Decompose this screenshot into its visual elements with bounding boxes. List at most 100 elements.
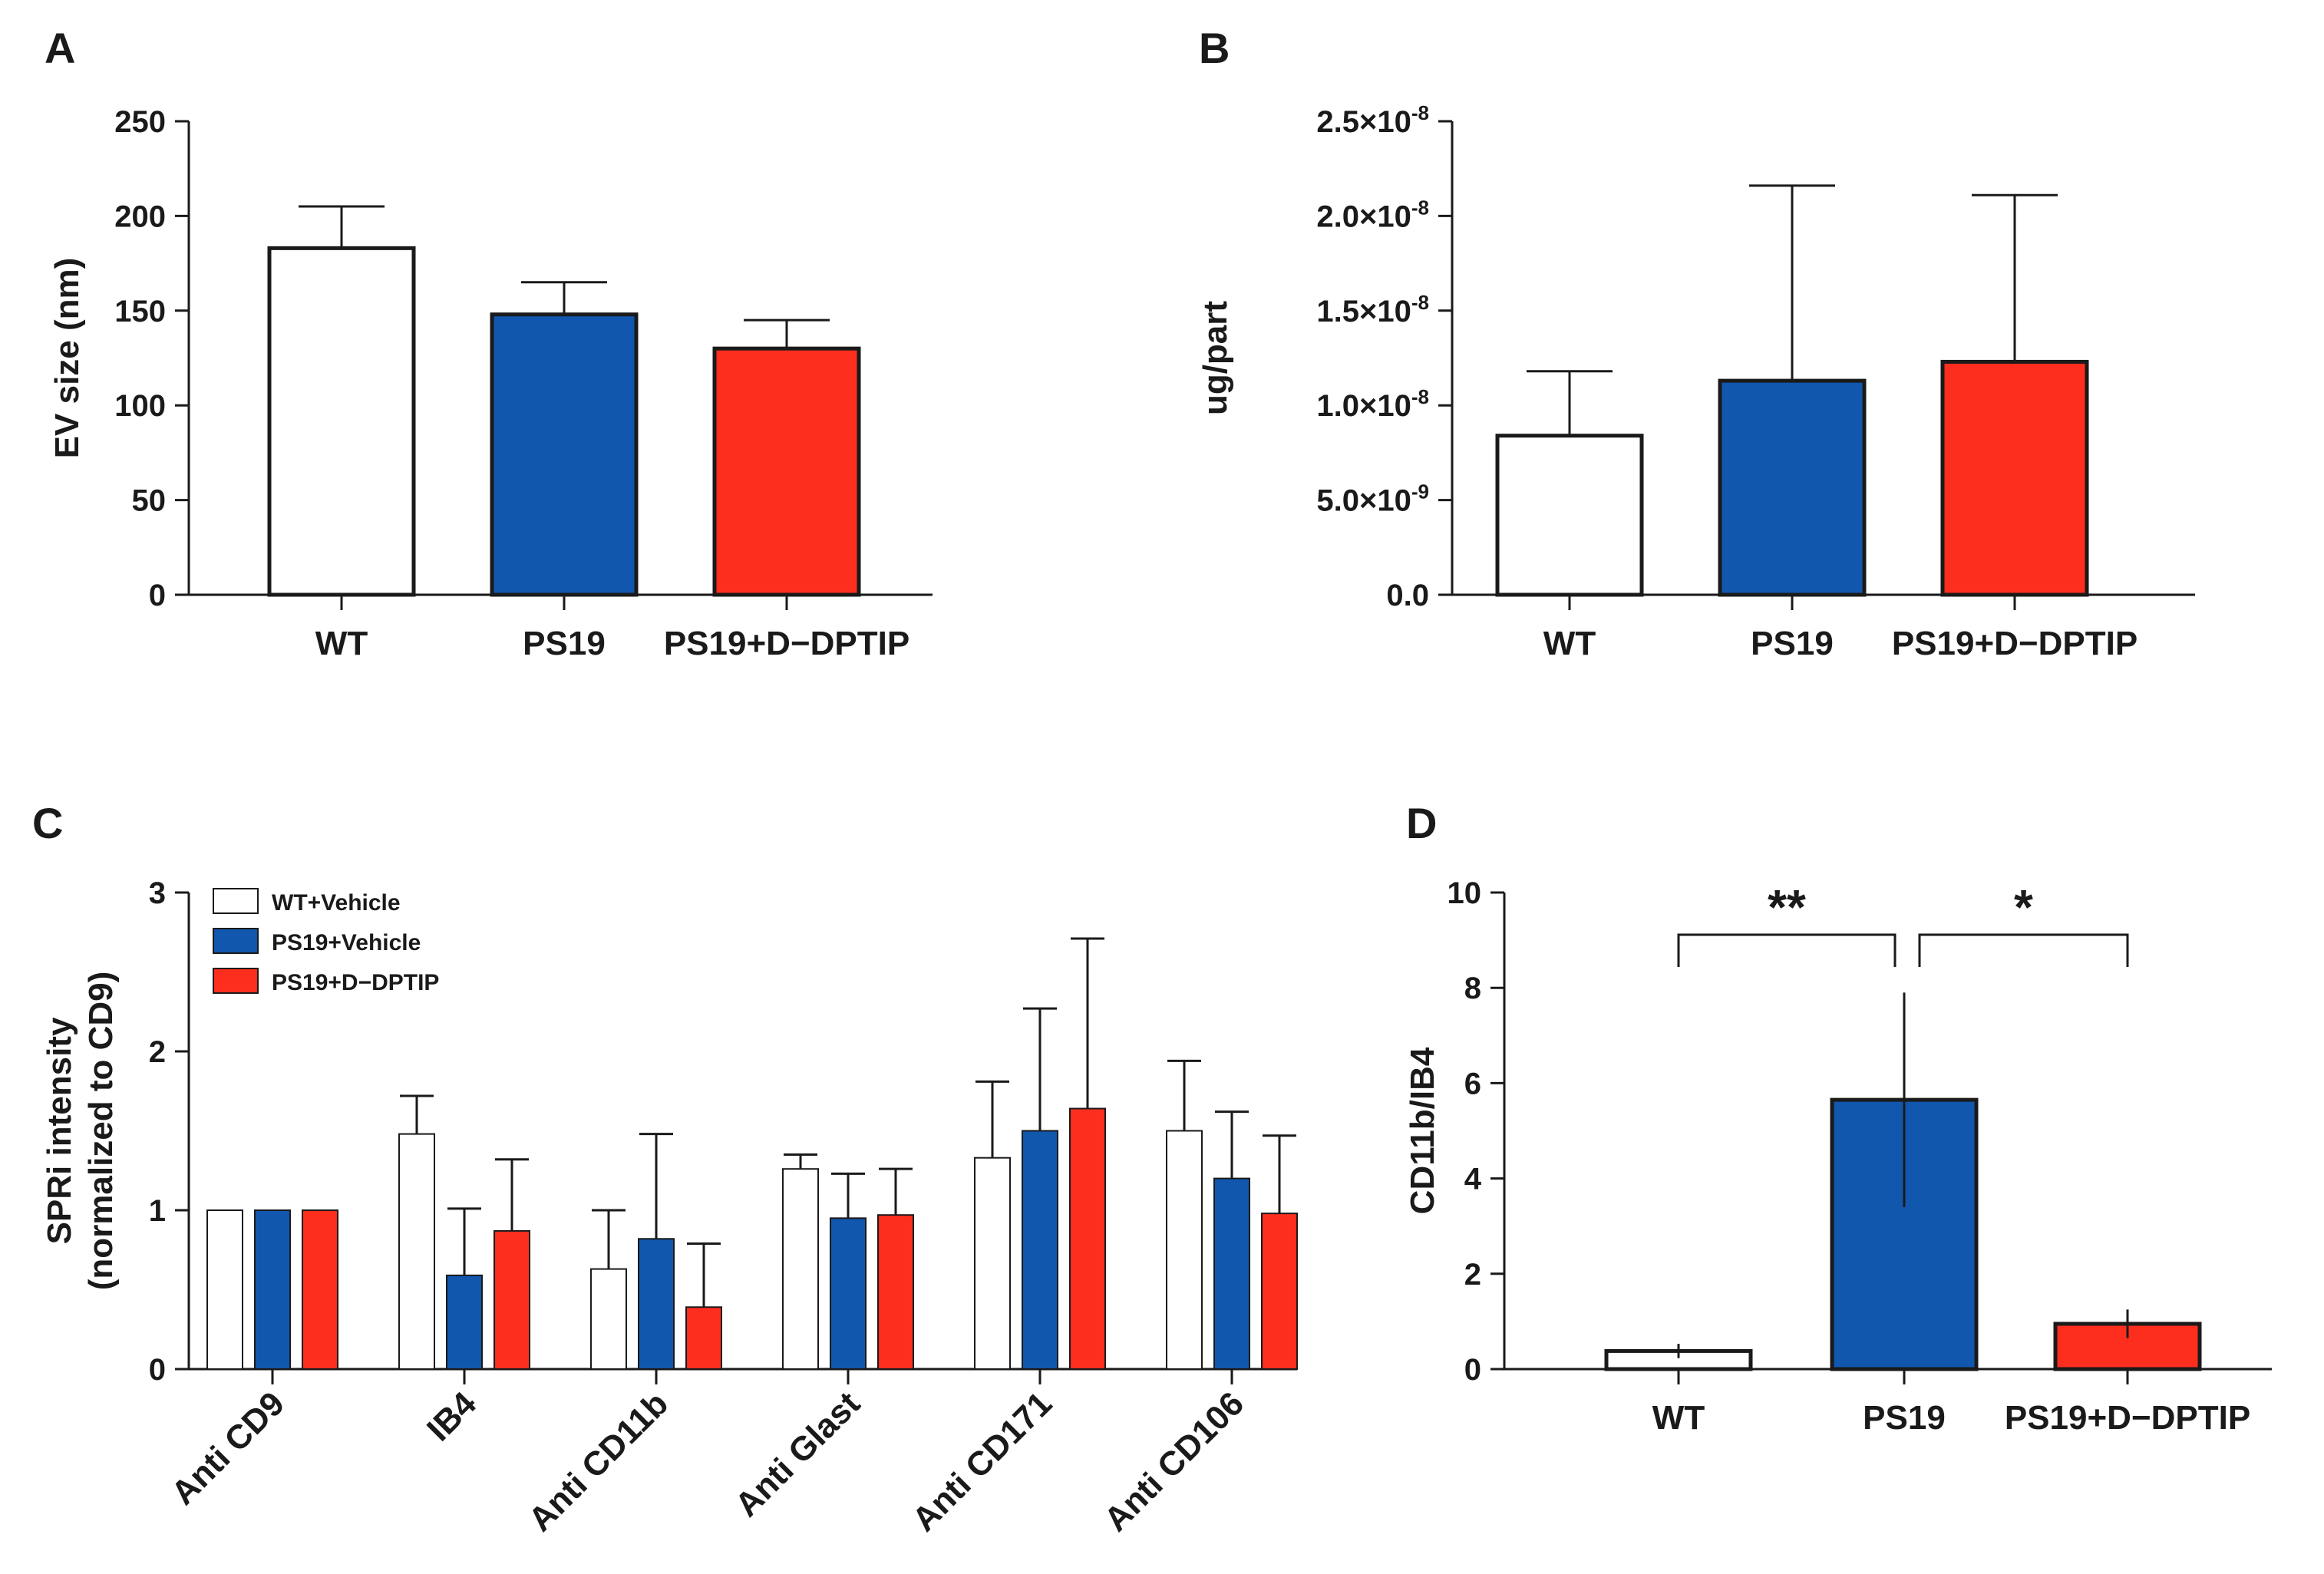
chart-c-error-bar-ps19-5 (1023, 1007, 1057, 1131)
chart-b-ytick-exponent: -8 (1411, 385, 1429, 408)
chart-a-error-bar-3 (744, 318, 830, 349)
chart-b-y-title: ug/part (1197, 301, 1234, 415)
chart-d-bracket-line (1918, 933, 2129, 967)
chart-b-ytick-exponent: -8 (1411, 291, 1429, 314)
chart-a-category-label: PS19+D−DPTIP (664, 625, 909, 662)
chart-b-ytick-label: 5.0×10-9 (1316, 480, 1429, 518)
chart-a-bar-1 (267, 246, 416, 597)
chart-c-category-label: Anti CD11b (521, 1384, 675, 1539)
chart-b-ytick-mantissa: 1.0×10 (1316, 389, 1411, 423)
chart-a-ytick-label: 250 (114, 105, 166, 139)
chart-c-category-label: IB4 (420, 1384, 484, 1448)
chart-b-category-label: WT (1543, 625, 1596, 662)
chart-c-bar-dptip-4 (877, 1214, 914, 1370)
chart-c-bar-dptip-3 (685, 1306, 722, 1371)
chart-b-ytick-label: 1.5×10-8 (1316, 291, 1429, 328)
panel-letter-c: C (32, 799, 63, 847)
chart-c-category-label: Anti CD171 (905, 1384, 1059, 1539)
chart-a-error-bar-2 (521, 281, 607, 315)
chart-c-bar-dptip-6 (1261, 1213, 1298, 1371)
chart-d-category-label: PS19 (1863, 1399, 1946, 1437)
chart-b-ytick-label: 2.0×10-8 (1316, 196, 1429, 233)
chart-a-ytick-label: 200 (114, 200, 166, 233)
chart-c-error-bar-dptip-4 (879, 1167, 913, 1216)
chart-b-bar-2 (1718, 378, 1867, 597)
chart-b-ytick-label: 2.5×10-8 (1316, 101, 1429, 139)
chart-c-bar-ps19-6 (1213, 1177, 1250, 1370)
chart-c-legend: WT+Vehicle PS19+Vehicle PS19+D−DPTIP (213, 888, 439, 995)
chart-b-error-bar-1 (1527, 370, 1613, 436)
chart-d-y-title: CD11b/IB4 (1404, 1047, 1441, 1214)
chart-c-bar-dptip-2 (494, 1229, 530, 1371)
chart-c-ytick-label: 0 (149, 1353, 166, 1387)
chart-a-ytick-label: 100 (114, 389, 166, 423)
chart-c-legend-swatch-ps19 (213, 928, 259, 954)
chart-c-bar-ps19-5 (1022, 1130, 1058, 1370)
chart-c-error-bar-dptip-6 (1263, 1134, 1296, 1214)
chart-a-category-label: PS19 (523, 625, 606, 662)
chart-b-ytick-mantissa: 1.5×10 (1316, 295, 1411, 328)
chart-c-y-title-2: (normalized to CD9) (82, 972, 120, 1291)
chart-b-bar-3 (1940, 359, 2089, 597)
chart-b-bar-1 (1495, 434, 1644, 597)
chart-c-legend-label: PS19+Vehicle (272, 930, 421, 955)
chart-b-ytick-mantissa: 2.5×10 (1316, 105, 1411, 139)
chart-c-bar-wt-3 (590, 1268, 627, 1370)
chart-c-bar-ps19-1 (254, 1209, 291, 1370)
chart-c-ytick-label: 2 (149, 1035, 166, 1069)
chart-c-bar-wt-1 (206, 1209, 243, 1370)
chart-c-error-bar-ps19-2 (447, 1207, 481, 1275)
chart-c-bar-ps19-2 (446, 1274, 483, 1370)
chart-b-error-bar-2 (1749, 184, 1835, 381)
chart-d-significance-bracket-2 (1918, 933, 2129, 967)
chart-d-ytick-label: 6 (1464, 1067, 1481, 1100)
panel-letter-a: A (45, 24, 75, 72)
chart-d-category-label: WT (1652, 1399, 1705, 1437)
chart-c-error-bar-wt-2 (400, 1094, 434, 1134)
chart-b-category-label: PS19 (1751, 625, 1834, 662)
chart-c-bar-ps19-4 (830, 1217, 867, 1370)
chart-b-ytick-mantissa: 2.0×10 (1316, 200, 1411, 233)
chart-c-bar-dptip-5 (1069, 1107, 1106, 1371)
chart-c-ytick-label: 3 (149, 876, 166, 910)
chart-c-legend-label: PS19+D−DPTIP (272, 970, 439, 995)
chart-d-ytick-label: 8 (1464, 972, 1481, 1005)
chart-b-ytick-exponent: -9 (1411, 480, 1429, 503)
chart-c-legend-swatch-dptip (213, 968, 259, 994)
chart-d-bracket-line (1677, 933, 1897, 967)
chart-b-ytick-mantissa: 5.0×10 (1316, 484, 1411, 518)
chart-c-error-bar-wt-4 (784, 1153, 817, 1170)
chart-d-significance-bracket-1 (1677, 933, 1897, 967)
chart-c-category-label: Anti Glast (728, 1384, 867, 1524)
panel-letter-d: D (1406, 799, 1437, 847)
chart-b-ytick-exponent: -8 (1411, 101, 1429, 124)
chart-d-ytick-label: 2 (1464, 1258, 1481, 1292)
chart-a-ytick-label: 150 (114, 295, 166, 328)
chart-c-category-label: Anti CD106 (1097, 1384, 1251, 1539)
chart-c-error-bar-dptip-3 (687, 1242, 721, 1308)
chart-c-error-bar-ps19-4 (831, 1172, 865, 1219)
chart-c-category-label: Anti CD9 (164, 1384, 292, 1512)
chart-d-significance-label: ** (1768, 879, 1806, 935)
chart-c-y-title: SPRi intensity (41, 1017, 78, 1244)
chart-c-error-bar-wt-5 (975, 1080, 1009, 1158)
panel-letter-b: B (1199, 24, 1230, 72)
chart-a-category-label: WT (315, 625, 368, 662)
chart-b-ytick-exponent: -8 (1411, 196, 1429, 219)
chart-a-bar-2 (490, 312, 639, 597)
chart-a-bar-3 (712, 346, 861, 597)
chart-c-legend-swatch-wt (213, 888, 259, 914)
chart-c-ytick-label: 1 (149, 1194, 166, 1228)
chart-c-bar-dptip-1 (302, 1209, 338, 1370)
chart-c-error-bar-ps19-3 (639, 1133, 673, 1239)
chart-d-significance-label: * (2014, 879, 2033, 935)
chart-c-legend-label: WT+Vehicle (272, 890, 401, 916)
chart-c-bar-wt-4 (782, 1168, 819, 1371)
chart-c-bar-wt-6 (1166, 1130, 1203, 1370)
chart-a-y-title: EV size (nm) (48, 258, 86, 459)
chart-c-error-bar-wt-6 (1167, 1059, 1201, 1131)
chart-a-ytick-label: 50 (132, 484, 167, 518)
chart-c-bar-ps19-3 (638, 1238, 675, 1371)
chart-d-ytick-label: 0 (1464, 1353, 1481, 1387)
